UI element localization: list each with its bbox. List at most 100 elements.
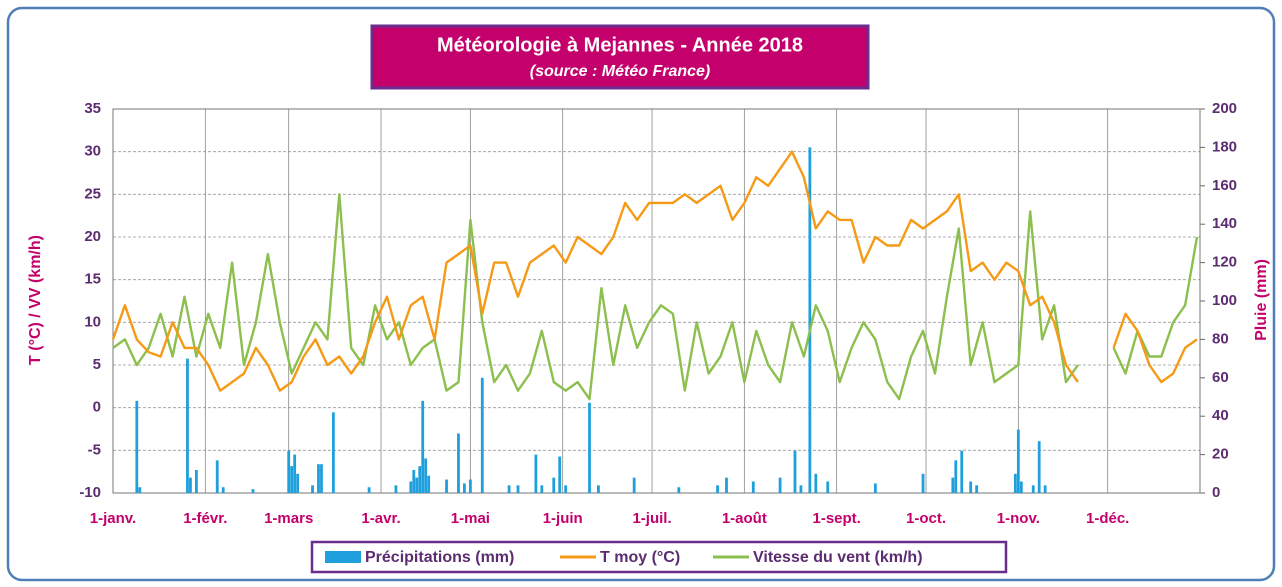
legend-label: Précipitations (mm) (365, 549, 514, 566)
y2-axis-label: Pluie (mm) (1253, 259, 1270, 341)
bar (215, 460, 219, 493)
bar (189, 477, 192, 493)
x-tick-label: 1-févr. (183, 510, 227, 527)
bar (468, 479, 472, 493)
bar (135, 400, 139, 493)
bar (814, 473, 818, 493)
legend-label: T moy (°C) (600, 549, 680, 566)
x-tick-label: 1-janv. (90, 510, 136, 527)
bar (516, 485, 520, 493)
y-tick-label: 0 (93, 399, 101, 416)
y2-tick-label: 40 (1212, 407, 1229, 424)
x-tick-label: 1-mai (451, 510, 490, 527)
y2-tick-label: 100 (1212, 292, 1237, 309)
bar (418, 466, 422, 493)
bar (463, 483, 466, 493)
bar (588, 402, 591, 493)
chart-subtitle: (source : Météo France) (530, 63, 710, 80)
bar (597, 485, 600, 493)
legend-swatch (325, 551, 361, 563)
y2-tick-label: 60 (1212, 369, 1229, 386)
bar (367, 487, 371, 493)
bar (186, 358, 189, 493)
y-tick-label: -10 (79, 484, 101, 501)
bar (394, 485, 398, 493)
bar (194, 469, 198, 493)
plot-border (112, 108, 1201, 494)
y-tick-label: 35 (84, 100, 101, 117)
bar (1013, 473, 1017, 493)
x-tick-label: 1-avr. (361, 510, 400, 527)
bar (540, 485, 544, 493)
bar (424, 458, 428, 493)
line (111, 150, 1198, 392)
bar (320, 464, 323, 493)
y2-tick-label: 180 (1212, 138, 1237, 155)
y-tick-label: 25 (84, 185, 101, 202)
frame (6, 6, 1276, 582)
y2-tick-label: 20 (1212, 446, 1229, 463)
y2-tick-label: 140 (1212, 215, 1237, 232)
line (112, 193, 1199, 401)
bar (1031, 485, 1035, 493)
bar (716, 485, 719, 493)
bar (552, 477, 556, 493)
y-tick-label: 15 (84, 271, 101, 288)
bar (921, 473, 925, 493)
bar (331, 412, 335, 493)
y-tick-label: 30 (84, 143, 101, 160)
bar (564, 485, 568, 493)
bar (534, 454, 538, 493)
y2-tick-label: 0 (1212, 484, 1220, 501)
bar (409, 481, 413, 493)
bar (677, 487, 681, 493)
bar (421, 400, 425, 493)
x-tick-label: 1-oct. (906, 510, 946, 527)
bar (1037, 441, 1041, 493)
bar (725, 477, 728, 493)
legend-label: Vitesse du vent (km/h) (753, 549, 923, 566)
y2-tick-label: 160 (1212, 177, 1237, 194)
y-tick-label: 5 (93, 356, 101, 373)
bar (799, 485, 803, 493)
y-tick-label: -5 (88, 441, 101, 458)
bar (751, 481, 755, 493)
bar (311, 485, 314, 493)
bar (826, 481, 830, 493)
y2-tick-label: 200 (1212, 100, 1237, 117)
bar (317, 464, 320, 493)
bar (427, 475, 431, 493)
bar (960, 450, 964, 493)
bar (507, 485, 511, 493)
bar (293, 454, 297, 493)
bar (873, 483, 877, 493)
bar (287, 450, 291, 493)
y-axis-label: T (°C) / VV (km/h) (27, 235, 44, 365)
bar (975, 485, 979, 493)
x-tick-label: 1-juin (543, 510, 583, 527)
bar (445, 479, 448, 493)
y-tick-label: 10 (84, 313, 101, 330)
bar (969, 481, 973, 493)
legend-box (310, 540, 1008, 574)
x-tick-label: 1-août (722, 510, 767, 527)
x-tick-label: 1-nov. (997, 510, 1040, 527)
bar (808, 147, 812, 493)
title-box (370, 24, 870, 90)
bar (415, 477, 419, 493)
bar (778, 477, 782, 493)
bar (632, 477, 636, 493)
bar (1016, 429, 1020, 493)
bar (793, 450, 797, 493)
bar (138, 487, 142, 493)
bar (480, 377, 484, 493)
bar (1043, 485, 1047, 493)
bar (457, 433, 460, 493)
bar (251, 489, 255, 493)
bar (290, 466, 294, 493)
bar (954, 460, 958, 493)
x-tick-label: 1-sept. (812, 510, 860, 527)
y2-tick-label: 80 (1212, 330, 1229, 347)
bar (412, 469, 416, 493)
